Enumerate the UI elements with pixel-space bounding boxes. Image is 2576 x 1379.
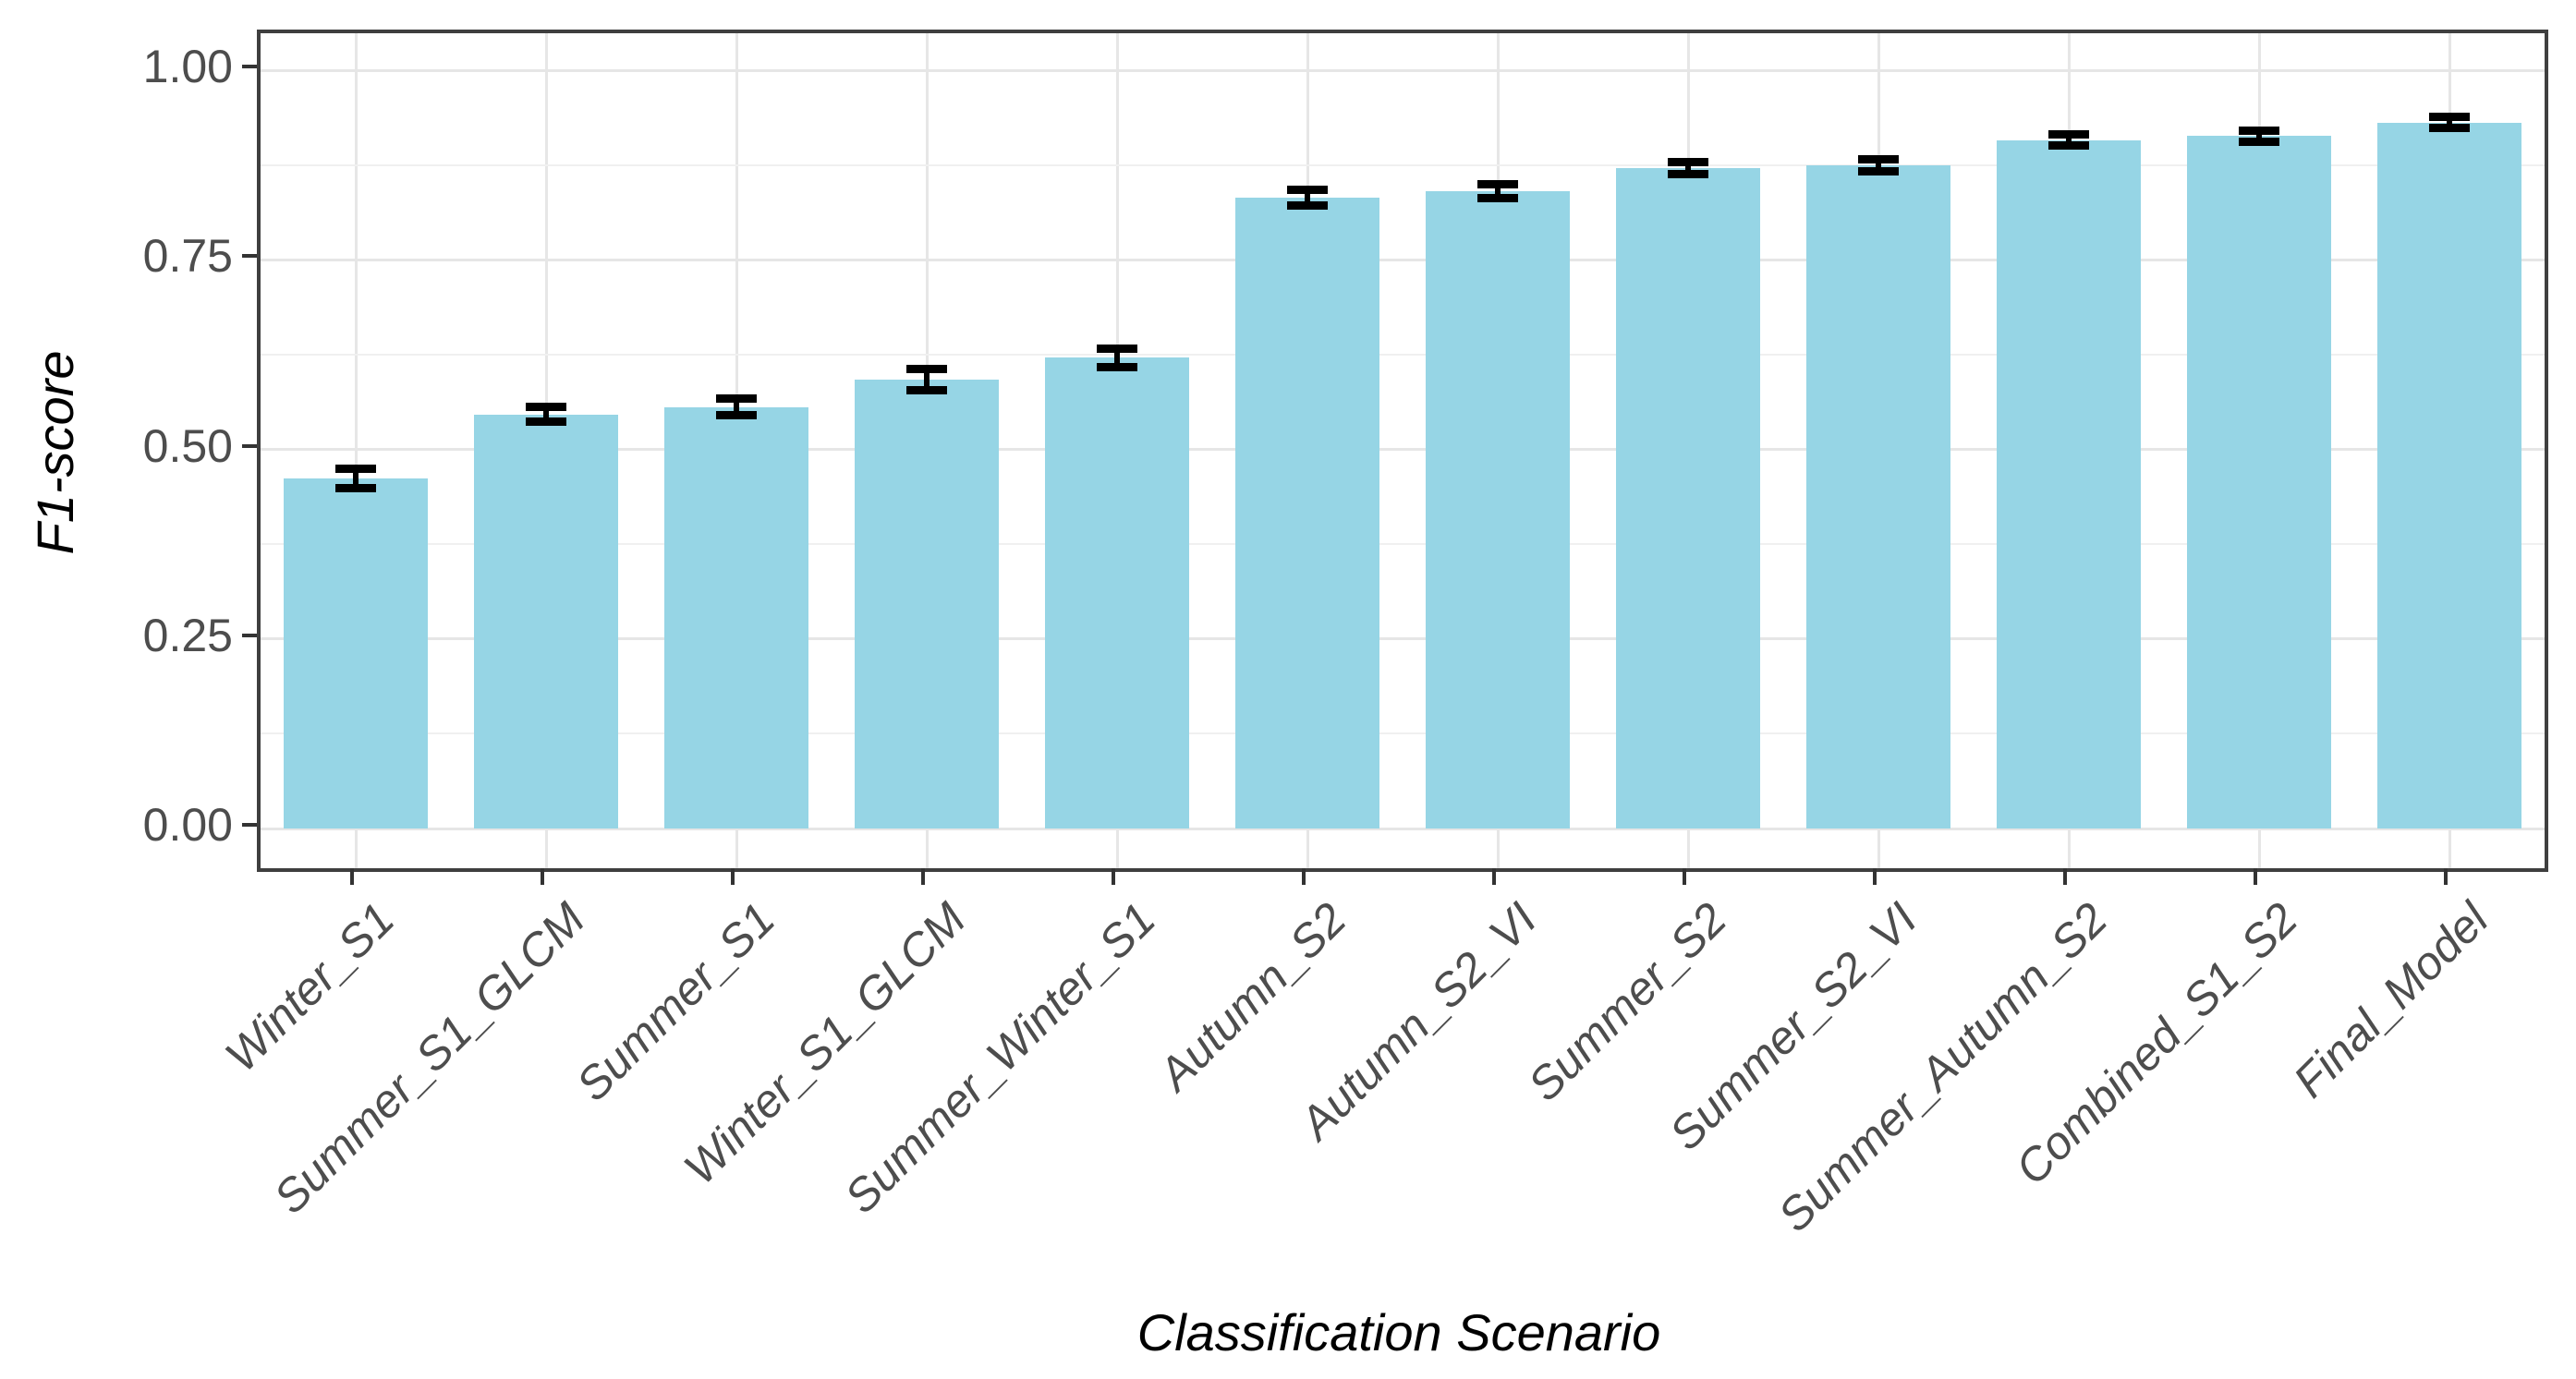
error-bar-cap-bottom (716, 411, 757, 420)
x-tick-mark (921, 868, 925, 885)
error-bar-cap-top (906, 364, 947, 373)
y-tick-mark (242, 443, 257, 448)
x-tick-mark (350, 868, 354, 885)
error-bar-cap-top (2239, 127, 2279, 136)
y-tick-mark (242, 633, 257, 637)
error-bar-cap-top (1858, 154, 1899, 163)
error-bar-line (353, 468, 358, 489)
x-tick-label-Autumn_S2: Autumn_S2 (1148, 892, 1356, 1101)
y-gridline-minor (261, 353, 2545, 356)
error-bar-cap-top (2048, 130, 2089, 139)
error-bar-cap-bottom (1477, 194, 1518, 203)
error-bar-cap-top (716, 393, 757, 403)
bar-Winter_S1_GLCM (855, 379, 999, 829)
bar-Summer_Winter_S1 (1045, 357, 1189, 829)
error-bar-cap-top (1097, 344, 1137, 353)
y-gridline-major (261, 637, 2545, 641)
error-bar-line (734, 398, 739, 416)
error-bar-line (2066, 134, 2072, 146)
y-tick-label: 0.50 (142, 419, 233, 472)
bar-Summer_S2 (1616, 167, 1760, 829)
error-bar-cap-bottom (2239, 137, 2279, 146)
x-tick-mark (1112, 868, 1115, 885)
x-tick-mark (1302, 868, 1306, 885)
y-gridline-minor (261, 543, 2545, 546)
error-bar-line (1305, 189, 1310, 206)
bar-Summer_S2_VI (1806, 164, 1950, 829)
error-bar-cap-bottom (906, 385, 947, 394)
y-gridline-minor (261, 732, 2545, 735)
error-bar-line (1876, 159, 1881, 172)
x-tick-label-Summer_Autumn_S2: Summer_Autumn_S2 (1768, 892, 2118, 1242)
error-bar-cap-bottom (2429, 123, 2470, 132)
x-tick-mark (2063, 868, 2067, 885)
error-bar-line (1495, 184, 1501, 199)
error-bar-line (2447, 116, 2452, 128)
y-gridline-major (261, 68, 2545, 72)
error-bar-cap-top (526, 403, 566, 412)
error-bar-cap-top (1287, 186, 1328, 195)
x-tick-label-Final_Model: Final_Model (2283, 892, 2498, 1107)
bar-Summer_S1 (664, 406, 808, 829)
y-gridline-major (261, 448, 2545, 451)
error-bar-cap-top (1477, 180, 1518, 189)
y-gridline-minor (261, 163, 2545, 166)
x-tick-label-Summer_Winter_S1: Summer_Winter_S1 (834, 892, 1166, 1224)
error-bar-line (1114, 348, 1120, 367)
y-gridline-major (261, 827, 2545, 830)
x-tick-label-Winter_S1: Winter_S1 (214, 892, 405, 1083)
x-gridline-major (354, 33, 358, 868)
error-bar-cap-bottom (2048, 140, 2089, 150)
error-bar-cap-bottom (1858, 166, 1899, 175)
x-tick-mark (1873, 868, 1877, 885)
bar-Autumn_S2 (1235, 197, 1379, 829)
x-tick-mark (541, 868, 544, 885)
x-axis-title: Classification Scenario (1136, 1303, 1661, 1361)
y-tick-mark (242, 254, 257, 259)
y-tick-label: 1.00 (142, 41, 233, 92)
bar-Combined_S1_S2 (2187, 136, 2331, 829)
error-bar-cap-bottom (1668, 169, 1708, 178)
error-bar-line (1685, 162, 1691, 175)
error-bar-cap-top (1668, 157, 1708, 166)
x-tick-mark (2444, 868, 2448, 885)
y-tick-mark (242, 823, 257, 827)
error-bar-cap-bottom (526, 417, 566, 427)
y-tick-mark (242, 65, 257, 68)
y-gridline-major (261, 258, 2545, 261)
bar-Final_Model (2377, 122, 2521, 829)
error-bar-cap-bottom (335, 483, 376, 492)
y-tick-label: 0.75 (142, 230, 233, 283)
x-tick-mark (2254, 868, 2257, 885)
x-tick-mark (1492, 868, 1496, 885)
x-tick-mark (1683, 868, 1686, 885)
error-bar-cap-bottom (1287, 200, 1328, 210)
error-bar-cap-top (335, 464, 376, 473)
error-bar-line (2256, 130, 2262, 142)
error-bar-line (924, 369, 930, 391)
error-bar-cap-top (2429, 113, 2470, 122)
bar-Winter_S1 (284, 478, 428, 829)
bar-Summer_S1_GLCM (474, 414, 618, 829)
bar-Autumn_S2_VI (1426, 191, 1570, 829)
y-tick-label: 0.00 (142, 799, 233, 851)
error-bar-cap-bottom (1097, 362, 1137, 371)
y-tick-label: 0.25 (142, 609, 233, 661)
error-bar-line (543, 406, 549, 422)
x-tick-label-Summer_S1_GLCM: Summer_S1_GLCM (263, 892, 595, 1224)
bar-Summer_Autumn_S2 (1997, 139, 2141, 829)
plot-panel (257, 30, 2548, 872)
x-tick-mark (731, 868, 735, 885)
